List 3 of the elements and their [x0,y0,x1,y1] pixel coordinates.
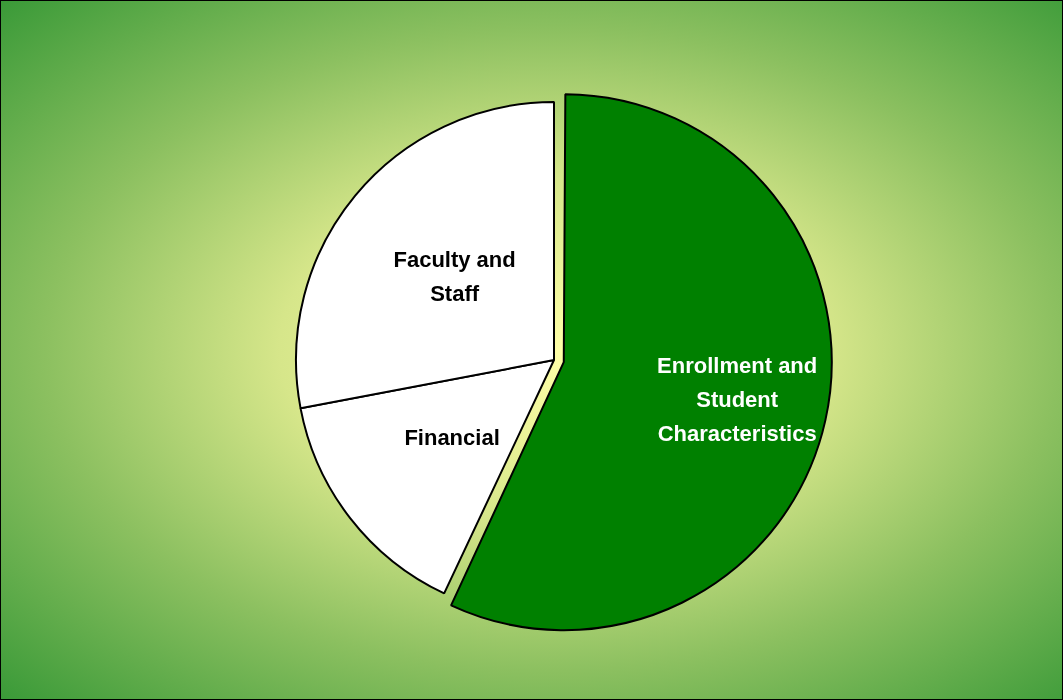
slice-label: Enrollment and Student Characteristics [657,353,818,447]
slice-label: Faculty and Staff [393,246,516,306]
slice-label: Financial [404,425,500,451]
